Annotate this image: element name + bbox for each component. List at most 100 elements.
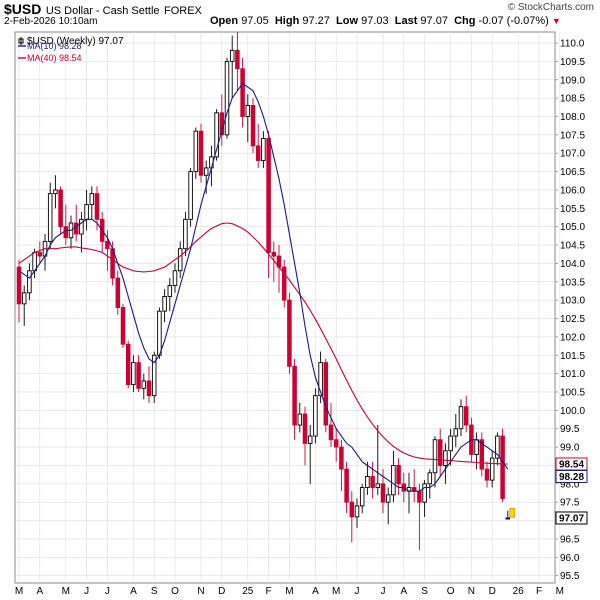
x-tick-label: J [105, 586, 110, 597]
candle-up [141, 373, 147, 400]
candle-up [495, 432, 500, 466]
candle-down [333, 428, 339, 462]
y-tick-label: 107.5 [560, 130, 585, 141]
candle-down [235, 32, 240, 91]
candle-body [489, 457, 495, 481]
candle-up [224, 57, 230, 139]
candle-body [463, 406, 469, 426]
candle-body [240, 68, 245, 117]
candle-body [281, 266, 287, 301]
candle-down [281, 259, 287, 308]
candle-body [136, 362, 141, 389]
candle-body [58, 189, 63, 228]
candle-glyph-icon [18, 37, 24, 45]
candle-body [484, 468, 490, 481]
candle-down [302, 406, 308, 466]
x-tick-label: N [468, 586, 475, 597]
candle-body [167, 285, 173, 297]
candle-down [463, 395, 469, 433]
quote-date: 2-Feb-2026 10:10am [4, 16, 98, 27]
legend-ma10: MA(10) 98.28 [18, 41, 82, 51]
candle-body [198, 130, 204, 176]
down-arrow-icon: ▼ [551, 16, 561, 26]
candle-up [151, 351, 157, 404]
legend: $USD (Weekly) 97.07 MA(10) 98.28 MA(40) … [18, 36, 124, 63]
ma10-line [18, 82, 509, 492]
x-tick-label: S [421, 586, 428, 597]
candle-up [505, 510, 511, 520]
candle-body [385, 494, 391, 503]
legend-price-text: $USD (Weekly) 97.07 [27, 36, 124, 47]
candle-up [89, 186, 95, 220]
y-axis-ticks: 95.596.096.597.097.598.098.599.099.5100.… [555, 39, 585, 582]
candle-up [375, 425, 381, 495]
x-tick-label: J [355, 586, 360, 597]
candle-up [458, 399, 464, 437]
candle-up [307, 425, 313, 484]
y-tick-label: 108.5 [560, 94, 585, 105]
candle-body [427, 472, 433, 485]
candle-down [250, 98, 256, 154]
y-tick-label: 100.0 [560, 406, 585, 417]
candle-body [396, 465, 401, 485]
candle-up [162, 289, 167, 323]
candle-up [214, 109, 219, 161]
candle-up [489, 450, 495, 488]
candle-up [188, 167, 193, 227]
candle-body [297, 413, 303, 426]
x-tick-label: M [15, 586, 23, 597]
chg-value: -0.07 (-0.07%) [478, 15, 549, 27]
candle-down [328, 403, 334, 448]
candle-body [411, 487, 417, 492]
candle-up [245, 94, 251, 143]
exchange: FOREX [163, 5, 202, 17]
x-tick-label: F [536, 586, 542, 597]
candle-body [32, 251, 37, 272]
candle-down [240, 57, 245, 128]
candle-body [443, 450, 448, 466]
candle-down [16, 259, 22, 323]
candle-down [198, 123, 204, 183]
candle-body [245, 105, 251, 117]
candle-up [172, 263, 178, 293]
candle-body [193, 130, 199, 173]
candle-body [505, 517, 511, 520]
candle-body [131, 362, 136, 386]
candle-down [349, 491, 355, 543]
candle-body [365, 476, 370, 488]
candle-body [224, 60, 230, 136]
candle-body [495, 435, 500, 459]
candle-body [437, 439, 443, 466]
y-tick-label: 103.0 [560, 296, 585, 307]
candle-down [396, 458, 401, 495]
candle-body [307, 435, 313, 444]
x-tick-label: O [171, 586, 179, 597]
candle-body [235, 49, 240, 70]
y-tick-label: 101.0 [560, 369, 585, 380]
y-tick-label: 99.5 [560, 424, 580, 435]
y-tick-label: 105.0 [560, 222, 585, 233]
candle-down [37, 241, 43, 264]
candle-body [255, 145, 261, 162]
candle-body [375, 483, 381, 488]
candle-body [250, 105, 256, 147]
candle-body [458, 406, 464, 430]
y-tick-label: 109.0 [560, 75, 585, 86]
candle-down [370, 461, 375, 499]
candle-body [157, 310, 162, 356]
candle-body [21, 292, 27, 305]
y-tick-label: 102.0 [560, 332, 585, 343]
x-tick-label: S [151, 586, 158, 597]
candle-down [255, 123, 261, 168]
legend-ma40-text: MA(40) 98.54 [27, 53, 82, 63]
chg-label: Chg [454, 15, 476, 27]
x-axis-ticks: M A M J J A S O N D 25 F M A M J J A S O N D 26 F M [15, 586, 564, 597]
candle-body [89, 193, 95, 206]
candle-down [292, 358, 297, 440]
ma10-value-tag: 98.28 [555, 469, 588, 483]
candle-body [94, 193, 100, 220]
candle-body [339, 446, 344, 470]
candle-down [437, 428, 443, 477]
chart-header: $USD US Dollar - Cash Settle FOREX © Sto… [4, 1, 596, 29]
candle-down [146, 366, 152, 404]
